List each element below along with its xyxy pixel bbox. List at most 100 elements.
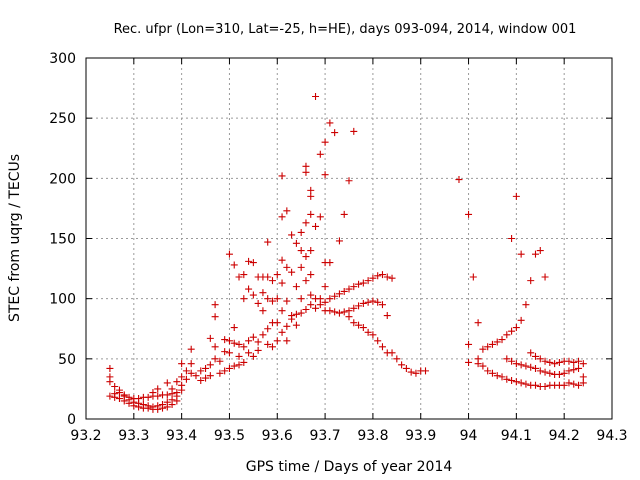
data-point xyxy=(364,298,372,306)
y-tick-label: 100 xyxy=(49,292,76,308)
data-point xyxy=(350,319,358,327)
data-point xyxy=(551,360,559,368)
data-point xyxy=(398,361,406,369)
data-point xyxy=(264,273,272,281)
data-point xyxy=(512,192,520,200)
data-point xyxy=(522,301,530,309)
data-point xyxy=(206,361,214,369)
data-point xyxy=(546,358,554,366)
data-point xyxy=(230,362,238,370)
data-point xyxy=(187,360,195,368)
data-point xyxy=(225,337,233,345)
data-point xyxy=(479,362,487,370)
data-point xyxy=(264,238,272,246)
data-point xyxy=(369,331,377,339)
data-point xyxy=(326,295,334,303)
data-point xyxy=(249,333,257,341)
data-point xyxy=(221,348,229,356)
data-point xyxy=(493,372,501,380)
data-point xyxy=(565,367,573,375)
data-point xyxy=(302,253,310,261)
data-point xyxy=(106,364,114,372)
y-tick-label: 300 xyxy=(49,51,76,67)
data-point xyxy=(383,273,391,281)
data-point xyxy=(517,250,525,258)
data-point xyxy=(192,372,200,380)
data-point xyxy=(278,279,286,287)
data-point xyxy=(178,373,186,381)
data-point xyxy=(178,381,186,389)
data-point xyxy=(302,305,310,313)
data-point xyxy=(245,349,253,357)
data-point xyxy=(197,367,205,375)
data-point xyxy=(493,338,501,346)
data-point xyxy=(211,301,219,309)
data-point xyxy=(340,210,348,218)
data-point xyxy=(374,298,382,306)
data-point xyxy=(216,369,224,377)
y-tick-label: 200 xyxy=(49,171,76,187)
data-point xyxy=(149,389,157,397)
data-point xyxy=(302,162,310,170)
data-point xyxy=(378,271,386,279)
data-point xyxy=(245,337,253,345)
data-point xyxy=(273,319,281,327)
data-point xyxy=(278,172,286,180)
x-tick-label: 93.9 xyxy=(405,428,436,444)
y-tick-label: 250 xyxy=(49,111,76,127)
data-point xyxy=(355,280,363,288)
data-point xyxy=(144,393,152,401)
data-point xyxy=(283,322,291,330)
data-point xyxy=(278,307,286,315)
data-point xyxy=(340,287,348,295)
data-point xyxy=(316,150,324,158)
x-tick-label: 93.2 xyxy=(70,428,101,444)
axis-ticks xyxy=(85,57,613,420)
data-point xyxy=(527,277,535,285)
data-point xyxy=(182,375,190,383)
data-point xyxy=(536,247,544,255)
data-point xyxy=(259,307,267,315)
data-point xyxy=(512,360,520,368)
data-point xyxy=(503,355,511,363)
data-point xyxy=(144,404,152,412)
data-point xyxy=(350,127,358,135)
data-point xyxy=(536,367,544,375)
data-point xyxy=(575,381,583,389)
data-point xyxy=(240,271,248,279)
data-point xyxy=(245,285,253,293)
x-tick-label: 94.1 xyxy=(501,428,532,444)
data-point xyxy=(163,403,171,411)
data-point xyxy=(111,383,119,391)
data-point xyxy=(302,277,310,285)
data-point xyxy=(570,380,578,388)
data-point xyxy=(288,231,296,239)
data-point xyxy=(154,405,162,413)
data-point xyxy=(268,343,276,351)
data-point xyxy=(106,392,114,400)
data-point xyxy=(541,383,549,391)
data-point xyxy=(479,345,487,353)
chart-title: Rec. ufpr (Lon=310, Lat=-25, h=HE), days… xyxy=(114,22,577,37)
data-point xyxy=(359,324,367,332)
x-tick-labels: 93.2 93.3 93.4 93.5 93.6 93.7 93.8 93.9 94 94.1 94… xyxy=(70,428,627,444)
y-tick-label: 150 xyxy=(49,232,76,248)
data-point xyxy=(512,324,520,332)
data-point xyxy=(273,271,281,279)
data-point xyxy=(517,379,525,387)
data-point xyxy=(455,176,463,184)
data-point xyxy=(517,361,525,369)
x-tick-label: 94.3 xyxy=(596,428,627,444)
data-point xyxy=(560,381,568,389)
data-point xyxy=(326,307,334,315)
data-point xyxy=(302,168,310,176)
data-point xyxy=(345,313,353,321)
data-point xyxy=(488,340,496,348)
data-point xyxy=(388,349,396,357)
data-point xyxy=(197,376,205,384)
data-point xyxy=(517,316,525,324)
data-point xyxy=(259,331,267,339)
data-point xyxy=(187,369,195,377)
data-point xyxy=(579,360,587,368)
y-tick-label: 50 xyxy=(58,352,76,368)
